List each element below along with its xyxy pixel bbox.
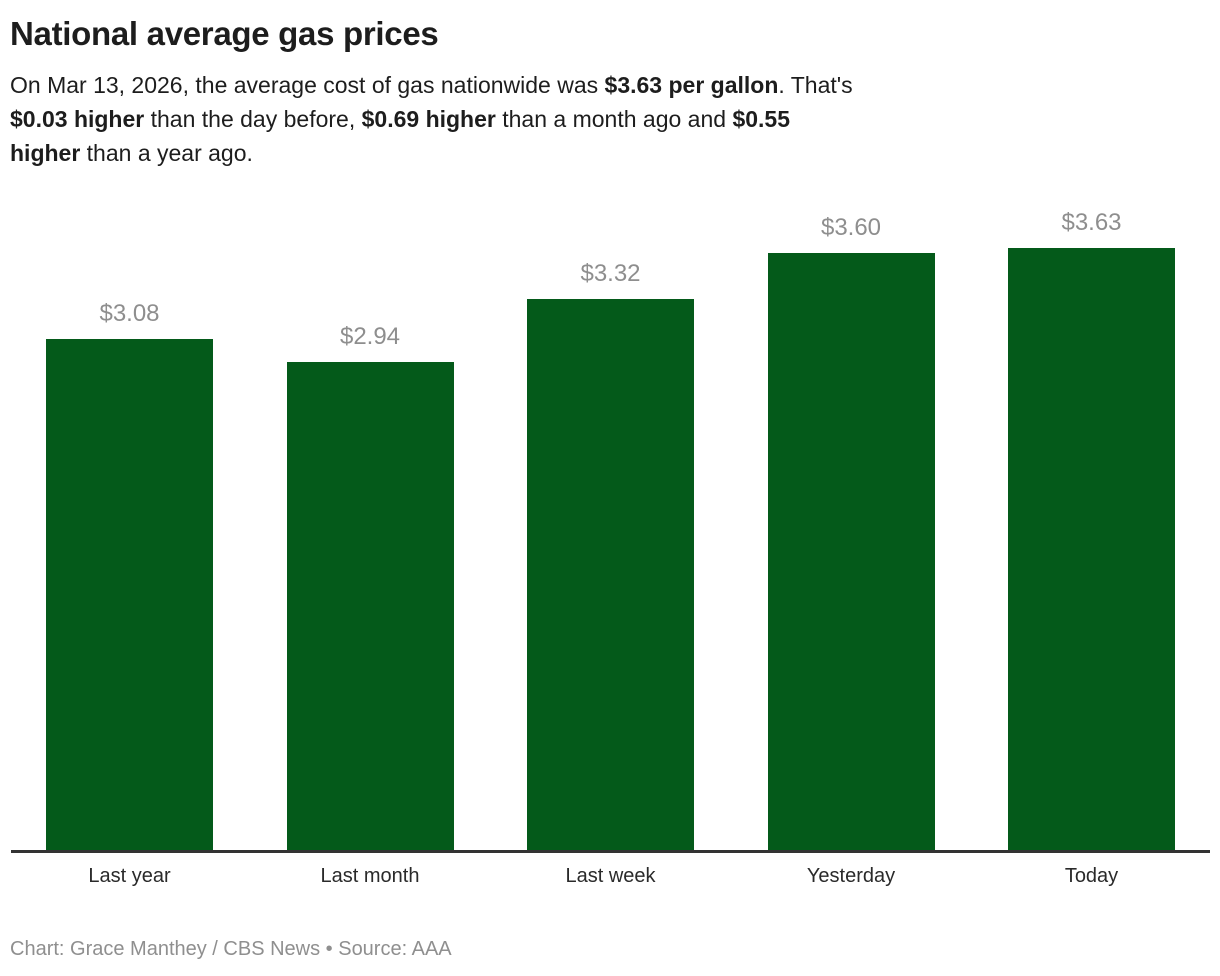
bar-last-month (286, 362, 454, 850)
bar-value-label: $2.94 (339, 323, 401, 350)
bar-value-label: $3.63 (1061, 209, 1122, 236)
chart-title: National average gas prices (10, 15, 439, 52)
bar-value-label: $3.60 (820, 214, 882, 241)
bar-today (1008, 248, 1175, 850)
bar-group: $3.60 (767, 214, 935, 850)
chart-credit: Chart: Grace Manthey / CBS News • Source… (10, 938, 452, 960)
bar-last-week (527, 299, 694, 850)
bar-group: $3.32 (527, 260, 694, 850)
x-axis-labels-row: Last year Last month Last week Yesterday Tod… (10, 863, 1210, 889)
bar-value-label: $3.32 (580, 260, 641, 287)
bar-value-label: $3.08 (99, 300, 160, 327)
subtitle-bold-text: $3.63 per gallon (604, 72, 779, 98)
subtitle-text: . That's (778, 72, 853, 98)
x-axis-label: Today (1064, 865, 1119, 887)
bar-group: $3.63 (1008, 209, 1175, 850)
chart-subtitle-line: $0.03 higher than the day before, $0.69 … (10, 102, 1210, 136)
bar-group: $2.94 (286, 323, 454, 850)
subtitle-text: than a year ago. (80, 140, 253, 166)
chart-subtitle-line: higher than a year ago. (10, 136, 1210, 170)
x-axis-label: Last week (565, 865, 656, 887)
chart-subtitle: On Mar 13, 2026, the average cost of gas… (10, 68, 1210, 170)
x-axis-label: Last month (320, 865, 420, 887)
x-axis-line (11, 850, 1210, 853)
x-axis-label: Yesterday (806, 865, 896, 887)
x-axis-label: Last year (88, 865, 171, 887)
chart-subtitle-line: On Mar 13, 2026, the average cost of gas… (10, 68, 1210, 102)
bar-yesterday (767, 253, 935, 850)
subtitle-bold-text: $0.69 higher (361, 106, 496, 132)
subtitle-bold-text: $0.55 (732, 106, 790, 132)
bar-group: $3.08 (46, 300, 213, 850)
bar-last-year (46, 339, 213, 850)
subtitle-bold-text: higher (10, 140, 81, 166)
subtitle-text: than a month ago and (495, 106, 733, 132)
subtitle-bold-text: $0.03 higher (10, 106, 145, 132)
subtitle-text: than the day before, (144, 106, 362, 132)
bar-chart-plot-area: $3.08 $2.94 $3.32 $3.60 $3.63 (10, 186, 1210, 850)
subtitle-text: On Mar 13, 2026, the average cost of gas… (10, 72, 605, 98)
